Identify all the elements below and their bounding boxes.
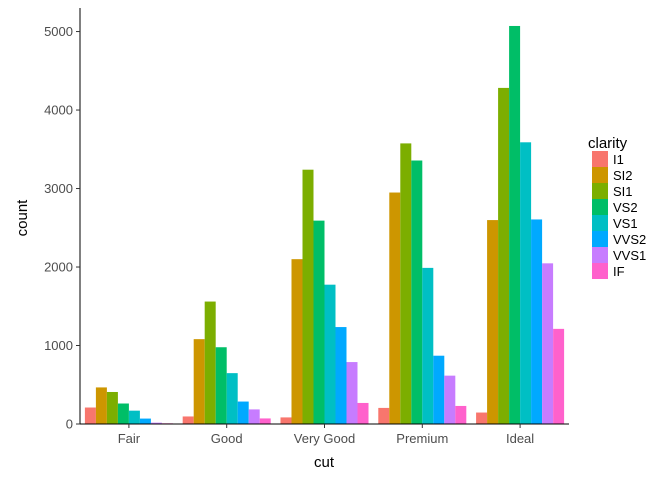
bar-premium-vs1 <box>422 267 434 424</box>
y-tick-label: 0 <box>66 417 73 432</box>
bar-fair-si1 <box>106 391 118 424</box>
bar-premium-si2 <box>389 192 401 424</box>
legend-key-si1 <box>592 183 608 199</box>
bar-very-good-i1 <box>280 417 292 424</box>
bar-fair-si2 <box>95 387 107 424</box>
bar-very-good-vs1 <box>324 284 336 424</box>
x-tick-label: Good <box>211 431 243 446</box>
legend-label-si2: SI2 <box>613 168 633 183</box>
bar-premium-vvs2 <box>433 355 445 424</box>
bar-good-vs2 <box>215 347 227 424</box>
legend-key-if <box>592 263 608 279</box>
legend-key-i1 <box>592 151 608 167</box>
bar-very-good-vvs2 <box>335 327 347 424</box>
legend-label-vs2: VS2 <box>613 200 638 215</box>
bar-ideal-si1 <box>498 87 510 425</box>
legend-key-si2 <box>592 167 608 183</box>
bar-premium-i1 <box>378 407 390 424</box>
bar-very-good-vs2 <box>313 220 325 424</box>
legend-label-i1: I1 <box>613 152 624 167</box>
bar-ideal-if <box>553 328 565 424</box>
bar-fair-vs2 <box>117 403 129 424</box>
bar-fair-i1 <box>84 407 96 424</box>
bar-ideal-i1 <box>476 412 488 424</box>
bar-good-vvs1 <box>248 409 260 424</box>
bar-good-vs1 <box>226 373 238 424</box>
bar-very-good-if <box>357 402 369 424</box>
legend-label-si1: SI1 <box>613 184 633 199</box>
x-axis-title: cut <box>314 454 335 471</box>
bar-very-good-vvs1 <box>346 362 358 424</box>
x-tick-label: Fair <box>118 431 141 446</box>
x-tick-label: Premium <box>396 431 448 446</box>
bar-ideal-vvs2 <box>531 219 543 424</box>
bar-fair-vs1 <box>128 410 140 424</box>
bar-premium-si1 <box>400 143 412 424</box>
legend-key-vvs2 <box>592 231 608 247</box>
bar-ideal-vs1 <box>520 142 532 425</box>
legend-label-if: IF <box>613 264 625 279</box>
legend-label-vvs1: VVS1 <box>613 248 646 263</box>
y-tick-label: 4000 <box>44 103 73 118</box>
y-axis-title: count <box>14 199 31 237</box>
bar-good-si2 <box>193 339 205 424</box>
bar-very-good-si1 <box>302 169 314 424</box>
legend-key-vvs1 <box>592 247 608 263</box>
bar-very-good-si2 <box>291 259 303 424</box>
bar-good-si1 <box>204 301 216 424</box>
bar-ideal-vs2 <box>509 25 521 424</box>
bar-good-if <box>259 418 271 424</box>
bar-fair-vvs1 <box>150 422 162 424</box>
bar-premium-if <box>455 405 467 424</box>
bars-layer <box>84 25 565 425</box>
bar-fair-vvs2 <box>139 418 151 424</box>
legend-label-vs1: VS1 <box>613 216 638 231</box>
legend-key-vs2 <box>592 199 608 215</box>
bar-good-vvs2 <box>237 401 249 424</box>
y-tick-label: 1000 <box>44 338 73 353</box>
axes-layer: 0 1000 2000 3000 4000 5000 Fair Good Very Good Pr… <box>44 8 569 446</box>
bar-good-i1 <box>182 416 194 424</box>
x-tick-label: Ideal <box>506 431 534 446</box>
legend-label-vvs2: VVS2 <box>613 232 646 247</box>
bar-premium-vs2 <box>411 160 423 424</box>
y-tick-label: 2000 <box>44 260 73 275</box>
legend-key-vs1 <box>592 215 608 231</box>
x-tick-label: Very Good <box>294 431 355 446</box>
legend-title: clarity <box>588 135 628 152</box>
bar-premium-vvs1 <box>444 375 456 424</box>
y-tick-label: 3000 <box>44 181 73 196</box>
y-tick-label: 5000 <box>44 24 73 39</box>
bar-ideal-vvs1 <box>542 263 554 424</box>
bar-ideal-si2 <box>487 220 499 424</box>
